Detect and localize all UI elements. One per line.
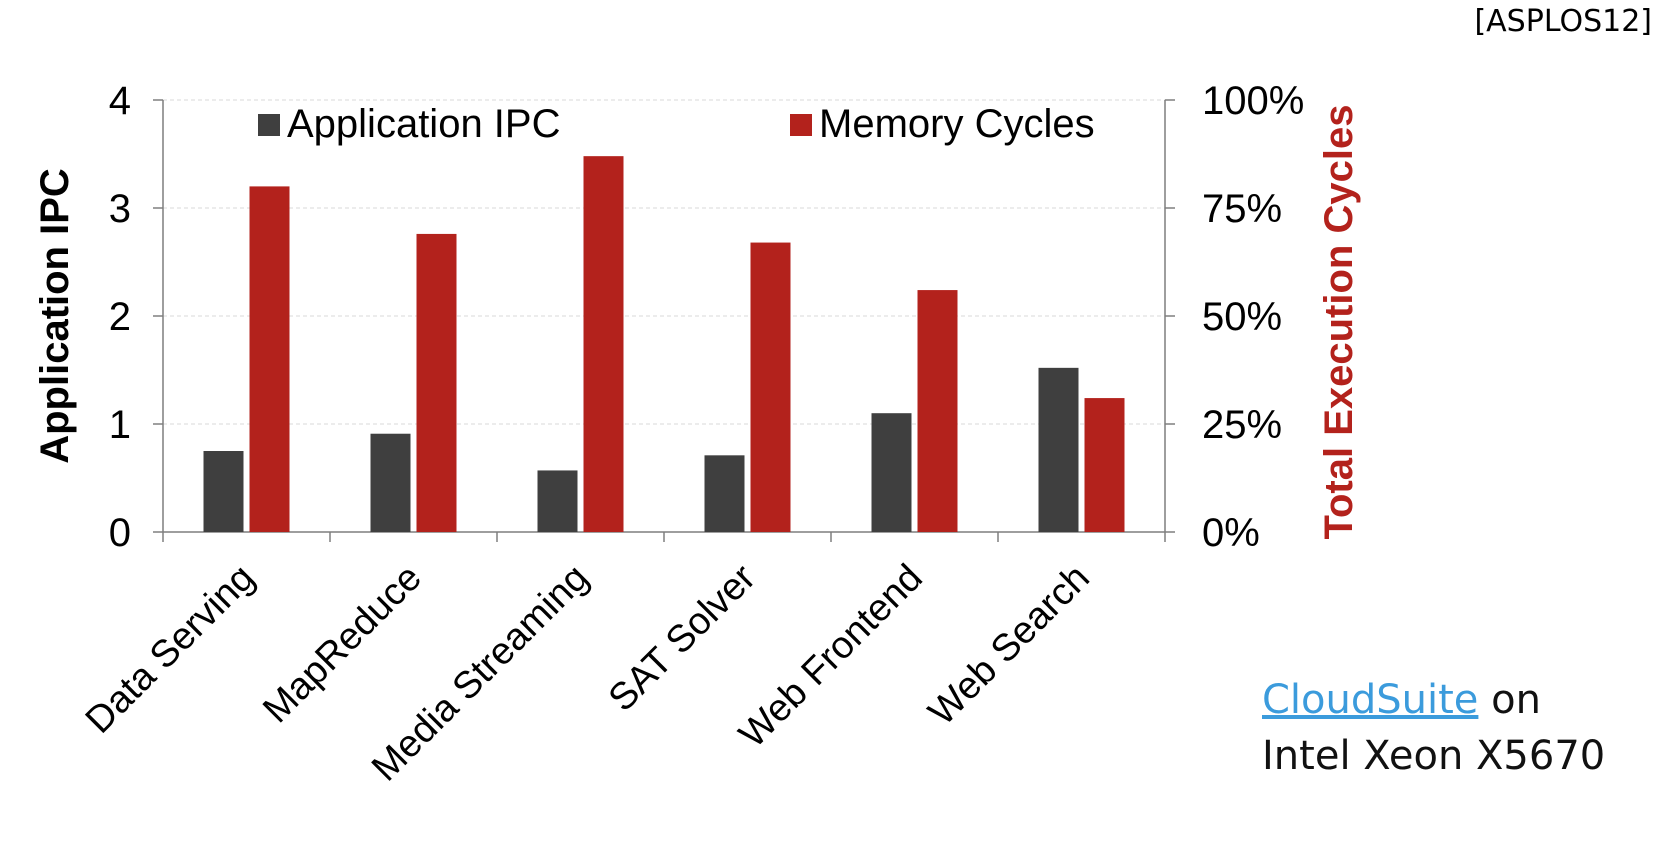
left-tick-label: 1	[109, 403, 131, 447]
caption-line-1: CloudSuite on	[1262, 672, 1605, 728]
category-label: Web Search	[921, 557, 1098, 734]
y2-axis-title: Total Execution Cycles	[1317, 105, 1361, 540]
right-tick-label: 50%	[1202, 295, 1282, 339]
right-tick-label: 100%	[1202, 79, 1304, 123]
memory-cycles-bar	[1084, 398, 1125, 532]
category-label: SAT Solver	[601, 556, 764, 719]
right-tick-label: 0%	[1202, 511, 1260, 555]
right-tick-label: 75%	[1202, 187, 1282, 231]
category-label: Data Serving	[78, 557, 263, 742]
memory-cycles-bar	[917, 290, 958, 532]
cloudsuite-link[interactable]: CloudSuite	[1262, 677, 1479, 723]
ipc-bar	[704, 455, 745, 532]
ipc-bar	[1038, 367, 1079, 532]
legend-swatch-ipc	[258, 114, 280, 136]
category-label: MapReduce	[255, 557, 430, 732]
memory-cycles-bar	[249, 186, 290, 532]
ipc-bar	[203, 451, 244, 532]
right-tick-label: 25%	[1202, 403, 1282, 447]
caption: CloudSuite on Intel Xeon X5670	[1262, 672, 1605, 784]
y-axis-title: Application IPC	[33, 168, 77, 464]
caption-on-text: on	[1478, 677, 1541, 723]
ipc-bar	[871, 413, 912, 532]
legend-label-ipc: Application IPC	[287, 102, 560, 146]
memory-cycles-bar	[583, 156, 624, 532]
left-tick-label: 3	[109, 187, 131, 231]
left-tick-label: 4	[109, 79, 131, 123]
legend-label-memory: Memory Cycles	[819, 102, 1095, 146]
left-tick-label: 0	[109, 511, 131, 555]
ipc-bar	[537, 470, 578, 532]
legend-swatch-memory	[790, 114, 812, 136]
caption-line-2: Intel Xeon X5670	[1262, 733, 1606, 779]
citation-label: [ASPLOS12]	[1474, 4, 1652, 39]
memory-cycles-bar	[750, 242, 791, 532]
ipc-bar	[370, 433, 411, 532]
memory-cycles-bar	[416, 233, 457, 533]
left-tick-label: 2	[109, 295, 131, 339]
